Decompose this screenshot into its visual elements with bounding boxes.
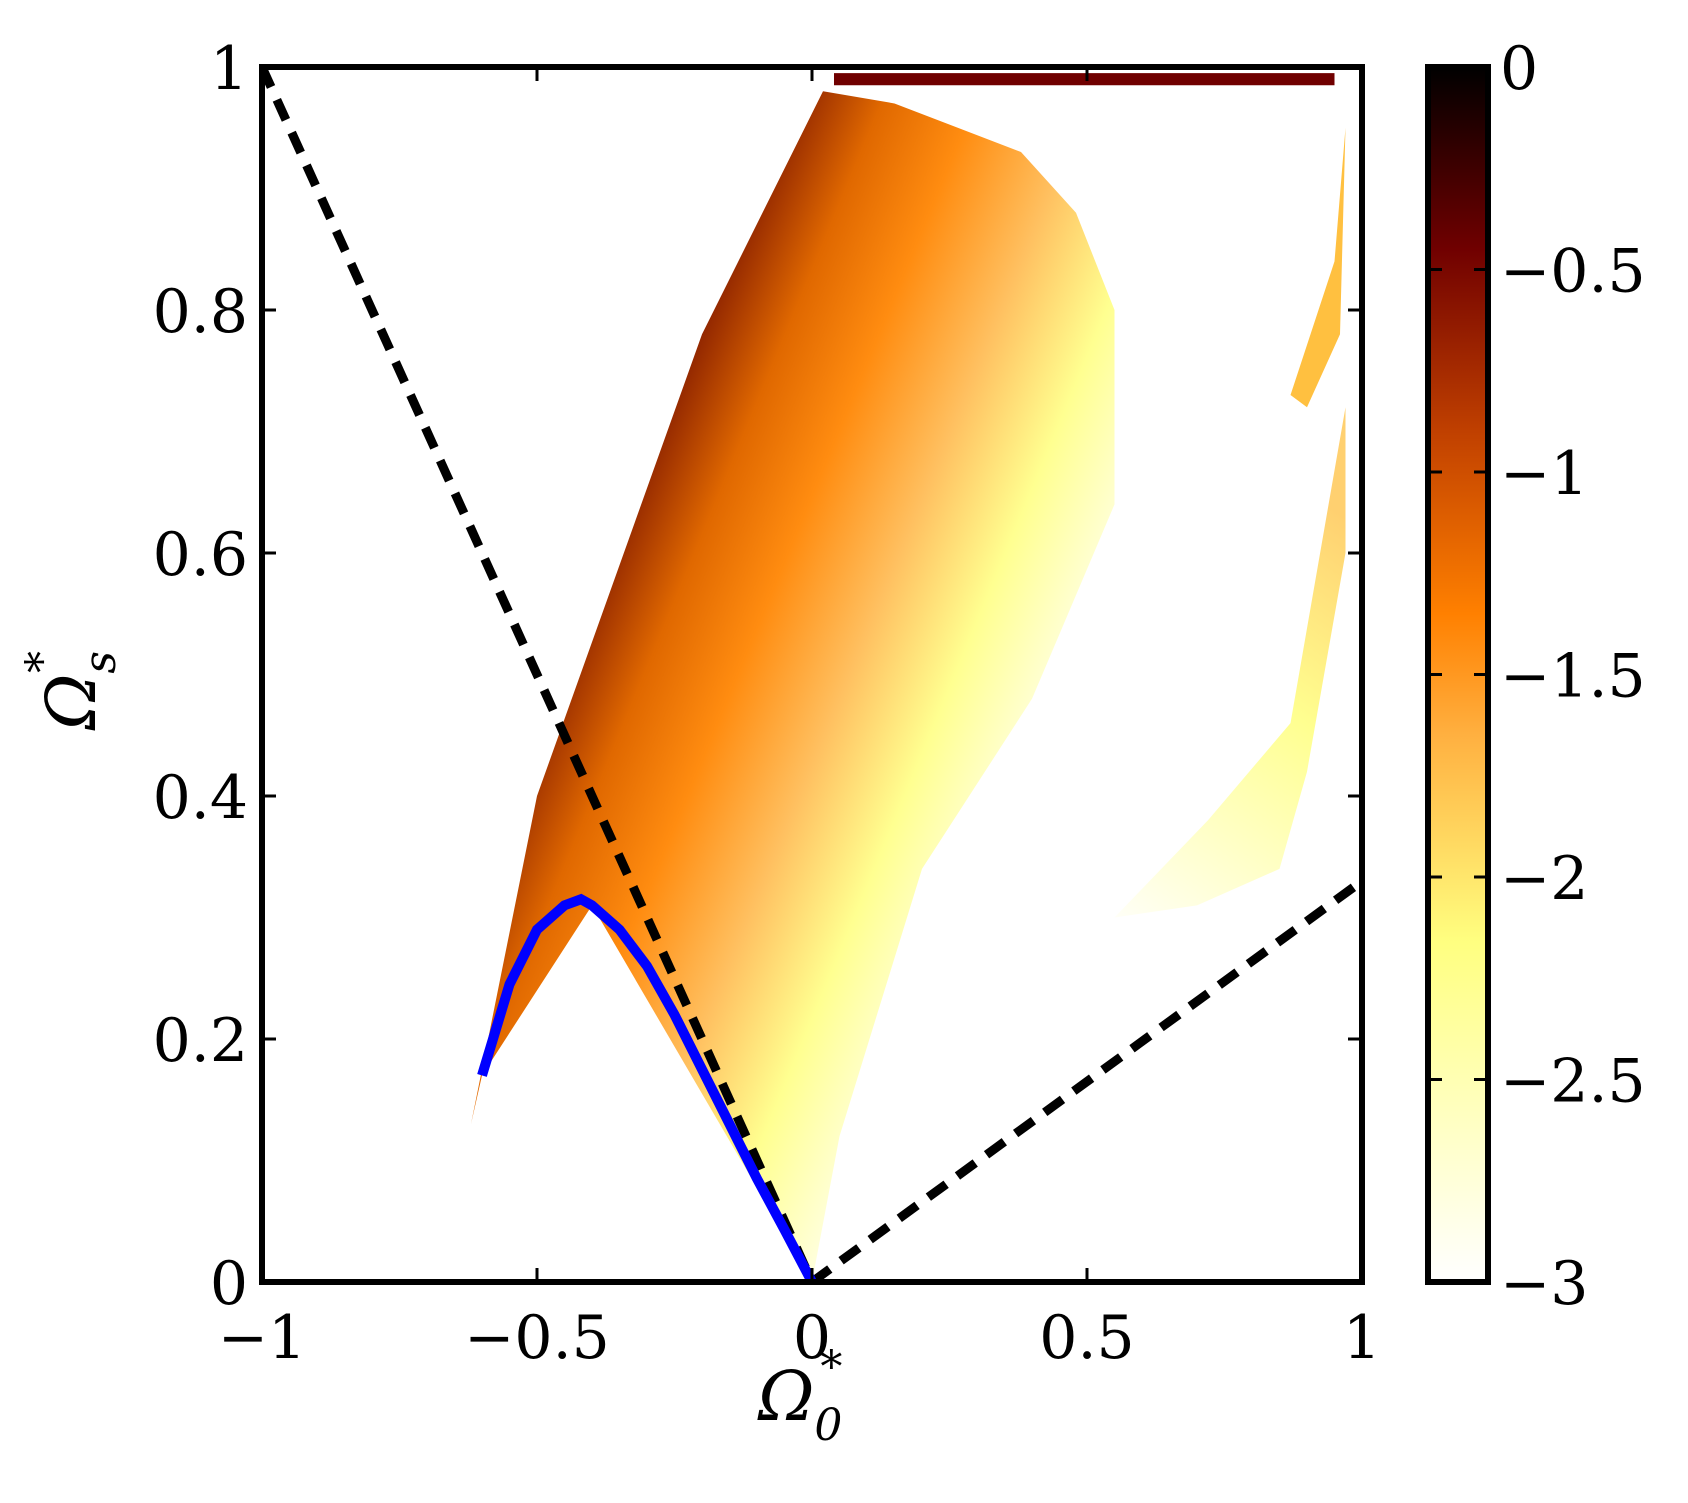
colorbar-tick-label: −3 <box>1500 1249 1588 1319</box>
colorbar-tick-label: −2 <box>1500 844 1588 914</box>
x-tick-label: 1 <box>1343 1303 1381 1373</box>
y-tick-label: 1 <box>210 34 248 104</box>
curve-lines <box>262 67 1362 1282</box>
heatmap-regions <box>471 73 1346 1282</box>
x-tick-label: −0.5 <box>464 1303 610 1373</box>
colorbar-tick-label: −1 <box>1500 439 1588 509</box>
colorbar-ticks: 0 −0.5 −1 −1.5 −2 −2.5 −3 <box>1428 34 1646 1319</box>
x-tick-label: −1 <box>218 1303 306 1373</box>
x-tick-label: 0 <box>793 1303 831 1373</box>
region-top-right-strip <box>1290 127 1346 408</box>
y-axis-label: Ωs* <box>17 651 126 731</box>
y-tick-label: 0 <box>210 1249 248 1319</box>
y-tick-label: 0.8 <box>153 277 248 347</box>
region-main-region <box>471 91 1115 1282</box>
y-tick-label: 0.4 <box>153 763 248 833</box>
y-axis: 0 0.2 0.4 0.6 0.8 1 <box>153 34 1362 1319</box>
region-right-region <box>1114 407 1346 918</box>
plot-area <box>262 67 1362 1282</box>
colorbar-tick-label: −0.5 <box>1500 237 1646 307</box>
y-tick-label: 0.2 <box>153 1006 248 1076</box>
colorbar-tick-label: 0 <box>1500 34 1538 104</box>
line-dashed-left <box>262 67 817 1282</box>
x-axis: −1 −0.5 0 0.5 1 <box>218 67 1381 1373</box>
region-top-band <box>834 73 1335 86</box>
y-tick-label: 0.6 <box>153 520 248 590</box>
line-blue-curve <box>477 893 817 1282</box>
x-tick-label: 0.5 <box>1039 1303 1134 1373</box>
x-axis-label: Ω0* <box>757 1342 842 1451</box>
line-dashed-right <box>809 877 1362 1282</box>
colorbar-tick-label: −2.5 <box>1500 1047 1646 1117</box>
colorbar-tick-label: −1.5 <box>1500 642 1646 712</box>
